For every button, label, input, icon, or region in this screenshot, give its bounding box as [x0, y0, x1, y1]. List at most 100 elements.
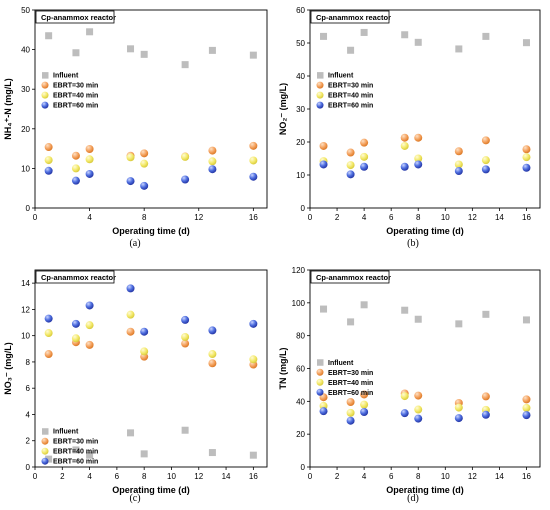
panel-d: 0 2 4 6 8 10 12 14 16 0 20 40 60 80 100 120 Operating ti…: [278, 266, 541, 504]
panel-title: Cp-anammox reactor: [41, 273, 116, 282]
ebrt60-point: [44, 314, 53, 323]
ebrt60-point: [454, 167, 463, 176]
ebrt30-point: [126, 327, 135, 336]
x-tick-label: 16: [249, 472, 258, 481]
ebrt40-point: [140, 159, 149, 168]
legend-ebrt60-marker: [316, 388, 324, 396]
x-tick-label: 16: [249, 213, 258, 222]
y-tick-label: 6: [26, 384, 31, 393]
influent-point: [72, 446, 80, 454]
x-tick-label: 10: [441, 472, 450, 481]
legend-label: EBRT=60 min: [328, 103, 373, 110]
legend-label: EBRT=40 min: [328, 93, 373, 100]
ebrt40-point: [454, 403, 463, 412]
ebrt30-point: [249, 141, 258, 150]
ebrt30-point: [522, 395, 531, 404]
y-tick-label: 60: [296, 365, 305, 374]
y-tick-label: 0: [301, 204, 306, 213]
y-tick-label: 12: [21, 305, 30, 314]
legend-ebrt30-marker: [41, 437, 49, 445]
panel-title-box: Cp-anammox reactor: [310, 10, 391, 24]
panel-title-box: Cp-anammox reactor: [35, 270, 116, 284]
x-tick-label: 12: [194, 213, 203, 222]
legend-ebrt60-marker: [41, 457, 49, 465]
influent-point: [401, 306, 409, 314]
legend-influent-marker: [42, 72, 49, 79]
legend-label: Influent: [53, 73, 79, 80]
influent-point: [455, 320, 463, 328]
series-ebrt40: [44, 310, 258, 364]
influent-point: [249, 451, 257, 459]
influent-point: [360, 301, 368, 309]
ebrt40-point: [454, 160, 463, 169]
series-ebrt40: [319, 392, 531, 417]
ebrt60-point: [126, 284, 135, 293]
panel-a: 0 4 8 12 16 0 10 20 30 40 50 Operating time (d) NH₄⁺…: [3, 6, 268, 249]
y-tick-label: 120: [292, 266, 306, 275]
ebrt40-point: [85, 155, 94, 164]
ebrt40-point: [249, 156, 258, 165]
x-tick-label: 6: [115, 472, 120, 481]
legend-ebrt40-marker: [41, 447, 49, 455]
influent-point: [86, 451, 94, 459]
series-influent: [45, 426, 257, 463]
x-axis-label: Operating time (d): [386, 485, 464, 495]
ebrt30-point: [71, 151, 80, 160]
y-tick-label: 0: [26, 463, 31, 472]
influent-point: [140, 450, 148, 458]
y-tick-label: 80: [296, 332, 305, 341]
influent-point: [482, 32, 490, 40]
ebrt60-point: [249, 172, 258, 181]
series-ebrt30: [319, 133, 531, 157]
legend: Influent EBRT=30 min EBRT=40 min EBRT=60 mi…: [41, 428, 98, 466]
legend-ebrt30-marker: [316, 368, 324, 376]
series-ebrt60: [44, 165, 258, 190]
influent-point: [127, 45, 135, 53]
y-tick-label: 60: [296, 6, 305, 15]
legend-label: EBRT=60 min: [53, 103, 98, 110]
ebrt60-point: [140, 181, 149, 190]
x-tick-label: 0: [308, 472, 313, 481]
ebrt40-point: [522, 403, 531, 412]
panel-title-box: Cp-anammox reactor: [35, 10, 116, 24]
plot-frame: [309, 269, 541, 468]
legend: Influent EBRT=30 min EBRT=40 min EBRT=60 mi…: [316, 72, 373, 110]
ebrt60-point: [181, 175, 190, 184]
ebrt60-point: [249, 319, 258, 328]
legend: Influent EBRT=30 min EBRT=40 min EBRT=60 mi…: [316, 359, 373, 397]
ebrt60-point: [319, 407, 328, 416]
ebrt30-point: [414, 133, 423, 142]
ebrt60-point: [85, 169, 94, 178]
legend-label: EBRT=30 min: [328, 83, 373, 90]
ebrt40-point: [140, 347, 149, 356]
influent-point: [414, 38, 422, 46]
legend-label: Influent: [328, 360, 354, 367]
legend: Influent EBRT=30 min EBRT=40 min EBRT=60 mi…: [41, 72, 98, 110]
influent-point: [347, 46, 355, 54]
ebrt30-point: [346, 397, 355, 406]
legend-label: EBRT=30 min: [328, 370, 373, 377]
ebrt30-point: [140, 149, 149, 158]
influent-point: [347, 318, 355, 326]
x-tick-label: 4: [87, 213, 92, 222]
ebrt40-point: [208, 350, 217, 359]
legend-label: Influent: [328, 73, 354, 80]
legend-label: EBRT=40 min: [53, 93, 98, 100]
ebrt40-point: [400, 141, 409, 150]
ebrt60-point: [400, 409, 409, 418]
ebrt40-point: [522, 153, 531, 162]
ebrt30-point: [400, 133, 409, 142]
x-tick-label: 12: [468, 472, 477, 481]
legend-label: EBRT=30 min: [53, 439, 98, 446]
panel-title: Cp-anammox reactor: [41, 13, 116, 22]
influent-point: [181, 426, 189, 434]
legend-ebrt30-marker: [316, 81, 324, 89]
legend-ebrt30-marker: [41, 81, 49, 89]
ebrt60-point: [85, 301, 94, 310]
y-tick-label: 20: [21, 125, 30, 134]
ebrt60-point: [400, 162, 409, 171]
ebrt40-point: [181, 332, 190, 341]
ebrt40-point: [44, 156, 53, 165]
legend-label: EBRT=40 min: [53, 449, 98, 456]
influent-point: [401, 31, 409, 39]
